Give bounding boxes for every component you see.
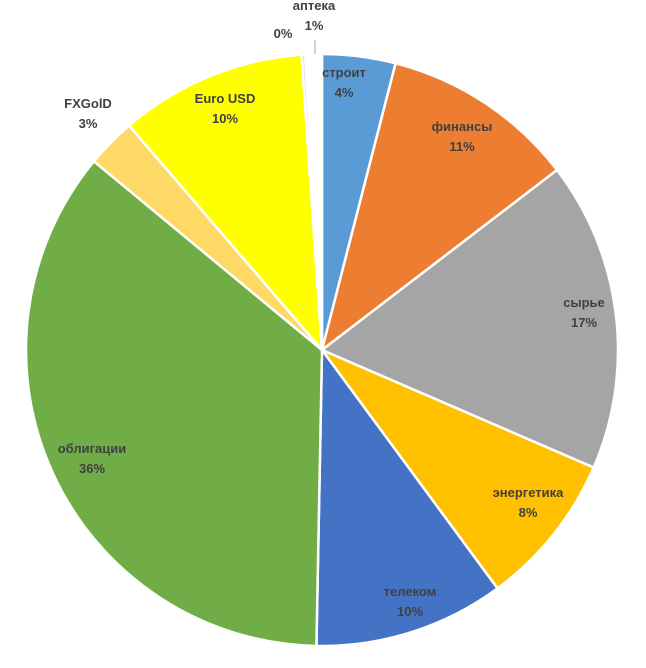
slice-percent-label: 10% [397,604,423,619]
slice-label: финансы [432,119,493,134]
pie-slice-2 [319,168,620,470]
slice-percent-label: 11% [449,139,475,154]
slice-label: Euro USD [195,91,256,106]
slice-percent-label: 3% [79,116,98,131]
slice-label: телеком [384,584,437,599]
slice-label: энергетика [493,485,565,500]
slice-percent-label: 1% [305,18,324,33]
slice-percent-label: 36% [79,461,105,476]
slice-label: FXGolD [64,96,112,111]
slice-label: строит [322,65,366,80]
pie-slice-9 [303,52,324,351]
pie-slice-7 [127,53,324,354]
pie-labels: строит 4% финансы 11% сырье 17% энергетика 8% те… [58,0,605,619]
slice-percent-label: 10% [212,111,238,126]
slice-label: облигации [58,441,127,456]
slice-label: сырье [563,295,605,310]
pie-slices [24,52,620,648]
slice-label: аптека [293,0,336,13]
slice-percent-label: 4% [335,85,354,100]
slice-percent-label: 0% [274,26,293,41]
slice-percent-label: 17% [571,315,597,330]
pie-slice-4 [315,346,500,648]
pie-slice-3 [318,347,596,591]
slice-percent-label: 8% [519,505,538,520]
pie-slice-1 [319,61,559,354]
pie-slice-5 [24,159,324,648]
